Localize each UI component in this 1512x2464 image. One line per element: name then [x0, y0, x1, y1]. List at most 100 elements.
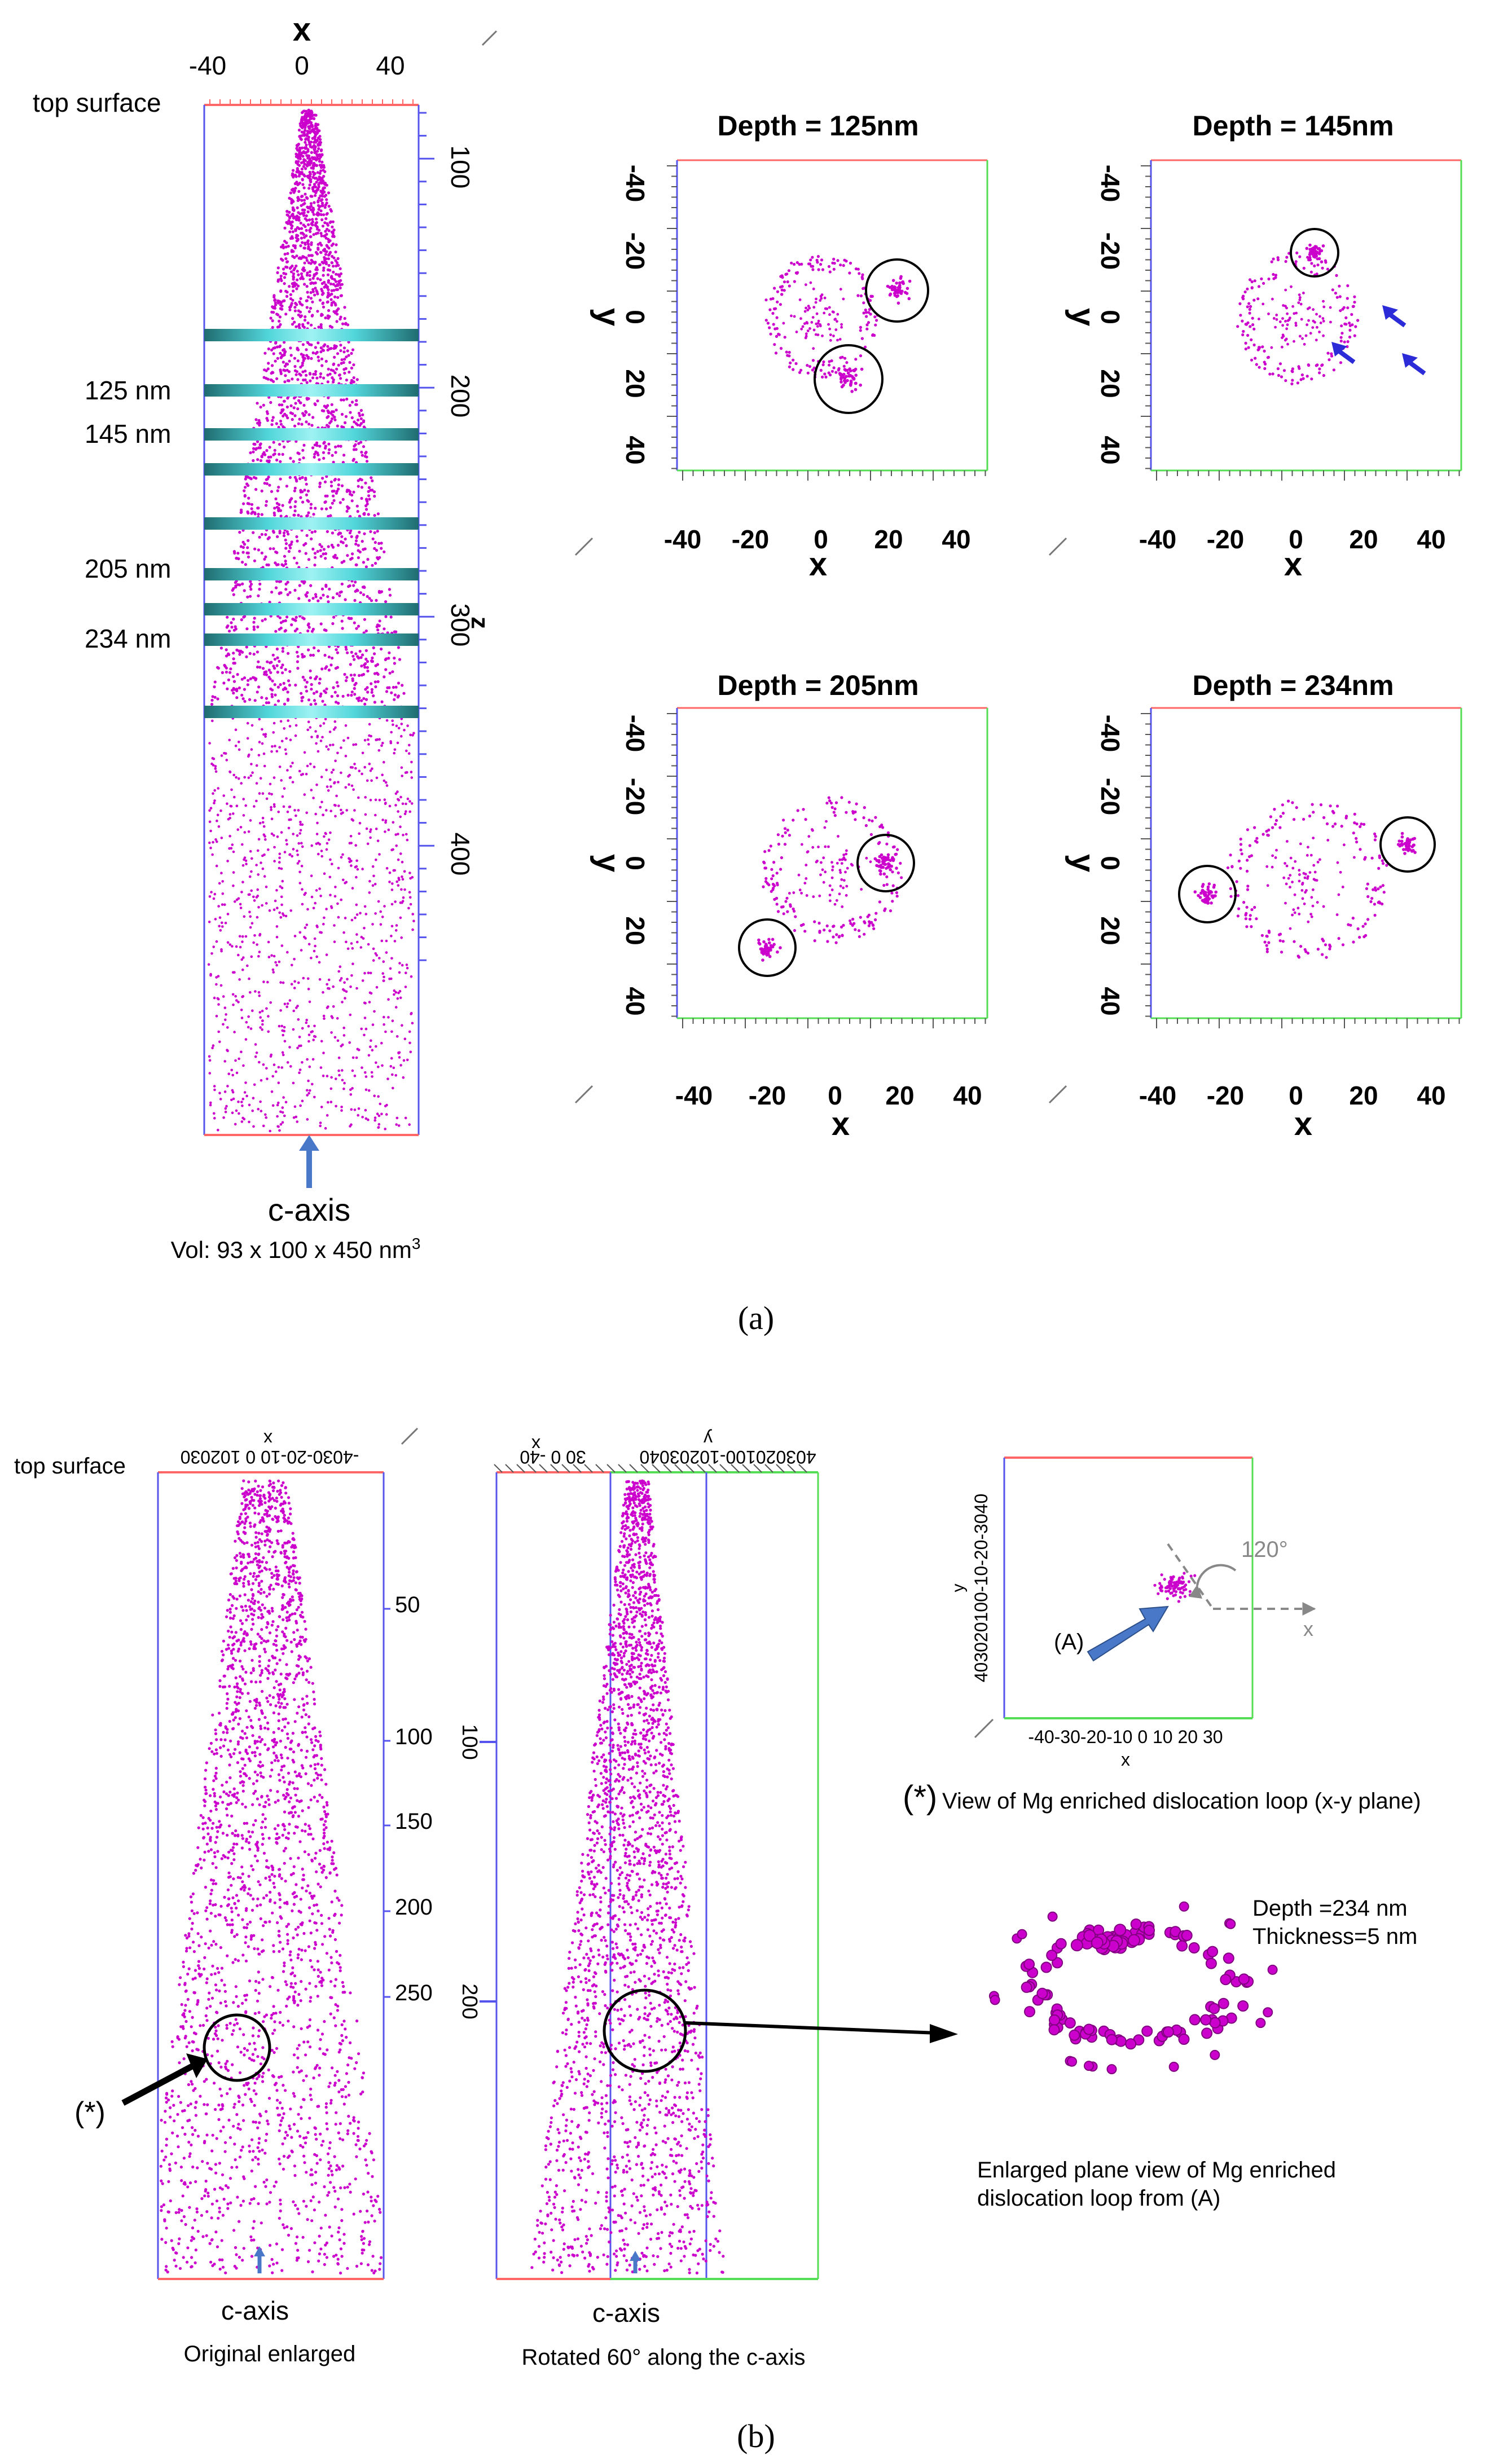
atom-dot: [891, 900, 894, 903]
atom-dot: [332, 300, 335, 303]
atom-dot: [271, 325, 274, 329]
atom-dot: [299, 297, 302, 300]
atom-dot: [1285, 256, 1289, 259]
atom-dot: [217, 905, 220, 908]
atom-dot: [1248, 311, 1251, 315]
atom-dot: [349, 674, 353, 677]
atom-dot: [283, 399, 286, 403]
atom-dot: [295, 254, 298, 258]
atom-dot: [284, 350, 287, 354]
atom-dot: [339, 349, 342, 353]
atom-dot: [824, 845, 827, 848]
atom-dot: [782, 322, 785, 325]
atom-dot: [296, 378, 300, 381]
atom-dot: [327, 367, 330, 371]
atom-dot: [299, 244, 302, 248]
atom-dot: [226, 802, 228, 805]
atom-dot: [844, 870, 847, 874]
atom-dot: [383, 1015, 385, 1019]
atom-dot: [270, 364, 274, 367]
atom-dot: [250, 763, 253, 765]
atom-dot: [313, 1024, 316, 1028]
atom-dot: [336, 651, 340, 654]
atom-dot: [332, 363, 335, 366]
atom-dot: [1311, 247, 1315, 250]
slice-band: [204, 706, 419, 718]
atom-dot: [300, 272, 304, 275]
atom-dot: [228, 943, 232, 946]
atom-dot: [886, 853, 890, 857]
atom-dot: [299, 823, 302, 826]
atom-dot: [808, 327, 811, 330]
atom-dot: [240, 1101, 243, 1103]
slice-label: 125 nm: [85, 376, 171, 405]
atom-dot: [348, 783, 350, 786]
atom-dot: [344, 598, 347, 601]
atom-dot: [339, 445, 342, 448]
atom-dot: [783, 843, 787, 846]
atom-dot: [343, 981, 346, 984]
atom-dot: [1316, 263, 1320, 267]
atom-dot: [350, 535, 353, 538]
atom-dot: [832, 257, 836, 261]
atom-dot: [385, 719, 389, 722]
atom-dot: [304, 112, 307, 116]
atom-dot: [298, 584, 301, 587]
atom-dot: [279, 916, 283, 919]
atom-dot: [331, 622, 335, 626]
atom-dot: [254, 1043, 257, 1046]
atom-dot: [304, 241, 307, 245]
atom-dot: [333, 1036, 337, 1039]
atom-dot: [349, 492, 352, 496]
atom-dot: [361, 1116, 364, 1119]
atom-dot: [291, 323, 295, 326]
atom-dot: [297, 190, 301, 193]
atom-dot: [350, 864, 353, 867]
atom-dot: [239, 545, 243, 548]
atom-dot: [374, 813, 377, 817]
atom-dot: [863, 920, 866, 923]
atom-dot: [253, 443, 257, 446]
atom-dot: [305, 381, 309, 384]
atom-dot: [862, 816, 865, 820]
atom-dot: [341, 1043, 344, 1046]
atom-dot: [221, 925, 224, 928]
atom-dot: [345, 355, 348, 359]
atom-dot: [262, 451, 266, 454]
atom-dot: [836, 338, 839, 342]
atom-dot: [256, 665, 260, 669]
atom-dot: [239, 826, 243, 829]
atom-dot: [326, 373, 329, 377]
atom-dot: [345, 509, 349, 513]
atom-dot: [325, 687, 328, 690]
atom-dot: [393, 630, 397, 633]
atom-dot: [363, 972, 366, 975]
atom-dot: [327, 655, 331, 659]
atom-dot: [370, 690, 373, 694]
atom-dot: [254, 418, 258, 421]
atom-dot: [775, 872, 779, 875]
atom-dot: [217, 825, 221, 828]
atom-dot: [253, 547, 257, 551]
atom-dot: [360, 1027, 363, 1031]
atom-dot: [284, 914, 288, 918]
atom-dot: [216, 666, 219, 669]
atom-dot: [396, 790, 399, 793]
atom-dot: [830, 861, 833, 864]
atom-dot: [391, 719, 394, 722]
atom-dot: [788, 351, 791, 354]
atom-dot: [411, 1022, 414, 1025]
atom-dot: [228, 671, 232, 674]
atom-dot: [249, 926, 252, 929]
atom-dot: [1263, 367, 1267, 371]
atom-dot: [275, 925, 279, 928]
atom-dot: [301, 364, 304, 367]
atom-dot: [326, 530, 329, 534]
atom-dot: [282, 414, 285, 418]
atom-dot: [295, 303, 298, 306]
atom-dot: [1282, 369, 1286, 372]
atom-dot: [250, 870, 253, 873]
atom-dot: [212, 758, 216, 760]
atom-dot: [399, 916, 402, 919]
atom-dot: [836, 320, 838, 323]
